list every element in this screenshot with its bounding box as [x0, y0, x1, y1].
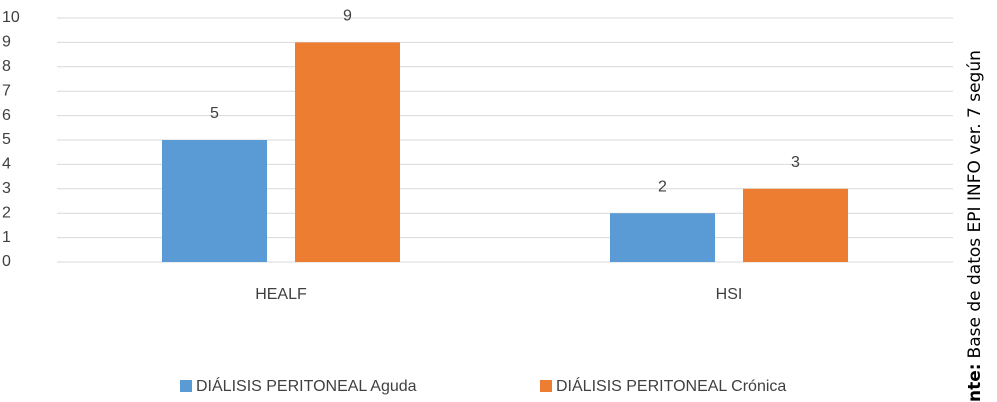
legend-swatch: [540, 380, 552, 392]
source-note: nte: Base de datos EPI INFO ver. 7 según: [965, 50, 985, 402]
y-tick-label: 10: [2, 9, 20, 26]
source-text: Base de datos EPI INFO ver. 7 según: [965, 50, 985, 358]
y-tick-label: 1: [2, 229, 11, 246]
source-label: nte:: [965, 363, 985, 402]
value-label: 2: [658, 178, 667, 195]
bar: [295, 42, 400, 263]
legend-label: DIÁLISIS PERITONEAL Aguda: [196, 376, 417, 395]
value-label: 5: [210, 105, 219, 122]
y-tick-label: 3: [2, 180, 11, 197]
y-tick-label: 4: [2, 156, 11, 173]
legend-label: DIÁLISIS PERITONEAL Crónica: [556, 376, 786, 395]
bar: [610, 213, 715, 262]
y-tick-label: 6: [2, 107, 11, 124]
bar: [743, 188, 848, 262]
y-tick-label: 2: [2, 204, 11, 221]
y-tick-label: 0: [2, 253, 11, 270]
value-label: 3: [791, 154, 800, 171]
x-tick-label: HEALF: [255, 286, 307, 303]
y-tick-label: 7: [2, 82, 11, 99]
x-tick-label: HSI: [716, 286, 743, 303]
bar: [162, 140, 267, 262]
value-label: 9: [343, 8, 352, 25]
y-tick-label: 9: [2, 34, 11, 51]
legend-swatch: [180, 380, 192, 392]
y-tick-label: 5: [2, 131, 11, 148]
y-tick-label: 8: [2, 58, 11, 75]
